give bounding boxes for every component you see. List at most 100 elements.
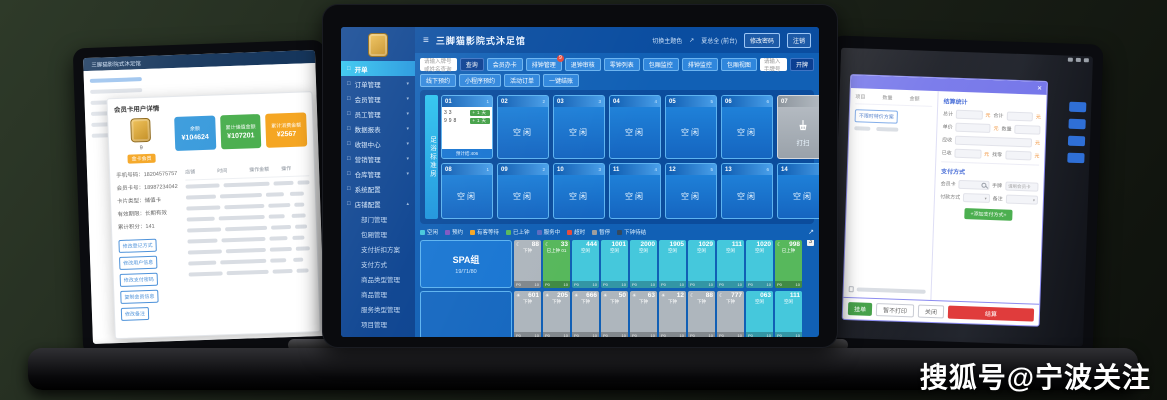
side-action-button[interactable] xyxy=(1067,135,1086,147)
member-action-button[interactable]: 修改用户信息 xyxy=(119,255,158,270)
sidebar-item[interactable]: □ 仓库管理 ▾ xyxy=(341,166,415,181)
room-card[interactable]: 05 5 空闲 xyxy=(665,95,717,159)
technician-tile[interactable]: ☀ 601 下钟 P0 10 xyxy=(514,291,541,337)
expand-icon[interactable]: ↗ xyxy=(808,229,814,236)
toolbar-button[interactable]: 包厢视图 xyxy=(720,58,757,71)
checkbox[interactable] xyxy=(848,286,854,293)
toolbar-button[interactable]: 排钟管理 9 xyxy=(525,55,564,71)
minimize-icon[interactable] xyxy=(1067,57,1073,62)
side-action-button[interactable] xyxy=(1069,101,1087,113)
close-window-icon[interactable] xyxy=(1083,58,1089,63)
technician-tile[interactable]: ☀ 63 下钟 P0 10 xyxy=(630,291,657,337)
hand-number-input[interactable]: 请输入手牌号 xyxy=(759,58,787,73)
toolbar-button[interactable]: 包厢监控 xyxy=(642,58,679,71)
footer-button[interactable]: 暂不打印 xyxy=(875,303,915,318)
room-card[interactable]: 01 1 33 +1天 998 +1天 预计结:406 xyxy=(441,95,493,159)
sidebar-subitem[interactable]: 项目管理 xyxy=(341,316,415,331)
toolbar-button[interactable]: 零钟列表 xyxy=(603,58,640,71)
technician-tile[interactable]: ☀ 666 下钟 P0 10 xyxy=(572,291,599,337)
fullscreen-icon[interactable]: ↗ xyxy=(689,37,695,44)
technician-tile[interactable]: 111 空闲 P0 10 xyxy=(717,240,744,288)
toolbar-button[interactable]: 会员办卡 xyxy=(486,58,523,71)
technician-tile[interactable]: ☾ 998 已上钟 P0 10 xyxy=(775,240,802,288)
field-input[interactable]: 请刷会员卡 xyxy=(1004,181,1039,192)
technician-tile[interactable]: ☀ 205 下钟 P0 10 xyxy=(543,291,570,337)
theme-switch[interactable]: 切换主题色 xyxy=(652,38,683,45)
side-action-button[interactable] xyxy=(1068,118,1086,130)
sidebar-subitem[interactable]: 部门管理 xyxy=(341,211,415,226)
field-input[interactable] xyxy=(954,148,982,159)
room-card[interactable]: 03 3 空闲 xyxy=(553,95,605,159)
room-card[interactable]: 147 空闲 xyxy=(777,163,819,219)
technician-tile[interactable]: ☀ 50 下钟 P0 10 xyxy=(601,291,628,337)
room-card[interactable]: 02 2 空闲 xyxy=(497,95,549,159)
room-card[interactable]: 077 打扫 xyxy=(777,95,819,159)
menu-placeholder-bar[interactable] xyxy=(90,88,143,94)
search-input[interactable]: 请输入牌号或姓名查询 xyxy=(420,58,457,73)
sidebar-item[interactable]: □ 员工管理 ▾ xyxy=(341,106,415,121)
sidebar-item[interactable]: □ 收银中心 ▾ xyxy=(341,136,415,151)
open-card-button[interactable]: 开牌 xyxy=(789,58,814,71)
room-card[interactable]: 11 4 空闲 xyxy=(609,163,661,219)
close-icon[interactable]: × xyxy=(1037,83,1043,93)
maximize-icon[interactable] xyxy=(1075,57,1081,63)
technician-tile[interactable]: ☀ 12 下钟 P0 10 xyxy=(659,291,686,337)
room-card[interactable]: 12 5 空闲 xyxy=(665,163,717,219)
logout-button[interactable]: 注销 xyxy=(786,32,811,48)
member-action-button[interactable]: 修改支付密码 xyxy=(119,272,159,287)
field-input[interactable] xyxy=(958,179,990,190)
technician-tile[interactable]: ☾ 88 下钟 P0 10 xyxy=(688,291,715,337)
toolbar-button[interactable]: 小程序预约 xyxy=(459,74,502,87)
sidebar-item[interactable]: □ 店铺配置 ▴ xyxy=(341,196,415,211)
settle-button[interactable]: 结算 xyxy=(947,305,1035,322)
technician-tile[interactable]: 1020 空闲 P0 10 xyxy=(746,240,773,288)
sidebar-subitem[interactable]: 支付折扣方案 xyxy=(341,241,415,256)
sidebar-item[interactable]: □ 会员管理 ▾ xyxy=(341,91,415,106)
sidebar-item[interactable]: □ 系统配置 xyxy=(341,181,415,196)
toolbar-button[interactable]: 退钟审核 xyxy=(564,58,601,71)
toolbar-button[interactable]: 一键结账 xyxy=(543,74,580,87)
sidebar-subitem[interactable]: 支付方式 xyxy=(341,256,415,271)
footer-button[interactable]: 关闭 xyxy=(917,304,945,319)
search-button[interactable]: 查询 xyxy=(459,58,484,71)
sidebar-item[interactable]: □ 开单 xyxy=(341,61,415,76)
technician-tile[interactable]: 111 空闲 P0 10 xyxy=(775,291,802,337)
room-card[interactable]: 09 2 空闲 xyxy=(497,163,549,219)
field-input[interactable] xyxy=(1014,124,1041,135)
room-area-tab[interactable]: 足浴标准房 xyxy=(425,95,438,219)
field-input[interactable] xyxy=(955,135,1033,148)
room-card[interactable]: 13 6 空闲 xyxy=(721,163,773,219)
field-select[interactable]: ▾ xyxy=(963,193,990,203)
technician-group-tile[interactable]: SPA组 19/71/80 xyxy=(420,240,512,288)
add-payment-link[interactable]: +添加支付方式+ xyxy=(964,208,1013,221)
technician-tile[interactable]: 1001 空闲 P0 10 xyxy=(601,240,628,288)
technician-tile[interactable]: ☾ 33 已上钟 01 P0 10 xyxy=(543,240,570,288)
field-input[interactable] xyxy=(955,122,991,133)
side-action-button[interactable] xyxy=(1067,152,1085,164)
field-input[interactable] xyxy=(1004,150,1032,161)
field-input[interactable] xyxy=(1006,111,1033,122)
order-item-chip[interactable]: 不限时特价方案 xyxy=(854,109,898,124)
search-icon[interactable] xyxy=(980,182,987,188)
sidebar-subitem[interactable]: 商品管理 xyxy=(341,286,415,301)
hold-order-button[interactable]: 挂单 xyxy=(847,302,873,316)
member-action-button[interactable]: 修改登记方式 xyxy=(118,238,157,254)
sidebar-subitem[interactable]: 包厢管理 xyxy=(341,226,415,241)
sidebar-subitem[interactable]: 商品类型管理 xyxy=(341,271,415,286)
technician-tile[interactable]: 063 空闲 P0 10 xyxy=(746,291,773,337)
room-card[interactable]: 06 6 空闲 xyxy=(721,95,773,159)
technician-group-tile[interactable] xyxy=(420,291,512,337)
member-action-button[interactable]: 修改备注 xyxy=(120,306,150,321)
technician-tile[interactable]: 1029 空闲 P0 10 xyxy=(688,240,715,288)
sidebar-item[interactable]: □ 订单管理 ▾ xyxy=(341,76,415,91)
technician-tile[interactable]: 1905 空闲 P0 10 xyxy=(659,240,686,288)
sidebar-subitem[interactable]: 服务类型管理 xyxy=(341,301,415,316)
sidebar-item[interactable]: □ 数据报表 ▾ xyxy=(341,121,415,136)
change-password-button[interactable]: 修改密码 xyxy=(743,32,780,48)
menu-placeholder-bar[interactable] xyxy=(89,77,142,83)
room-card[interactable]: 10 3 空闲 xyxy=(553,163,605,219)
technician-tile[interactable]: 444 空闲 P0 10 xyxy=(572,240,599,288)
toolbar-button[interactable]: 排钟监控 xyxy=(681,58,718,71)
room-card[interactable]: 08 1 空闲 xyxy=(441,163,493,219)
field-input[interactable] xyxy=(955,109,983,120)
